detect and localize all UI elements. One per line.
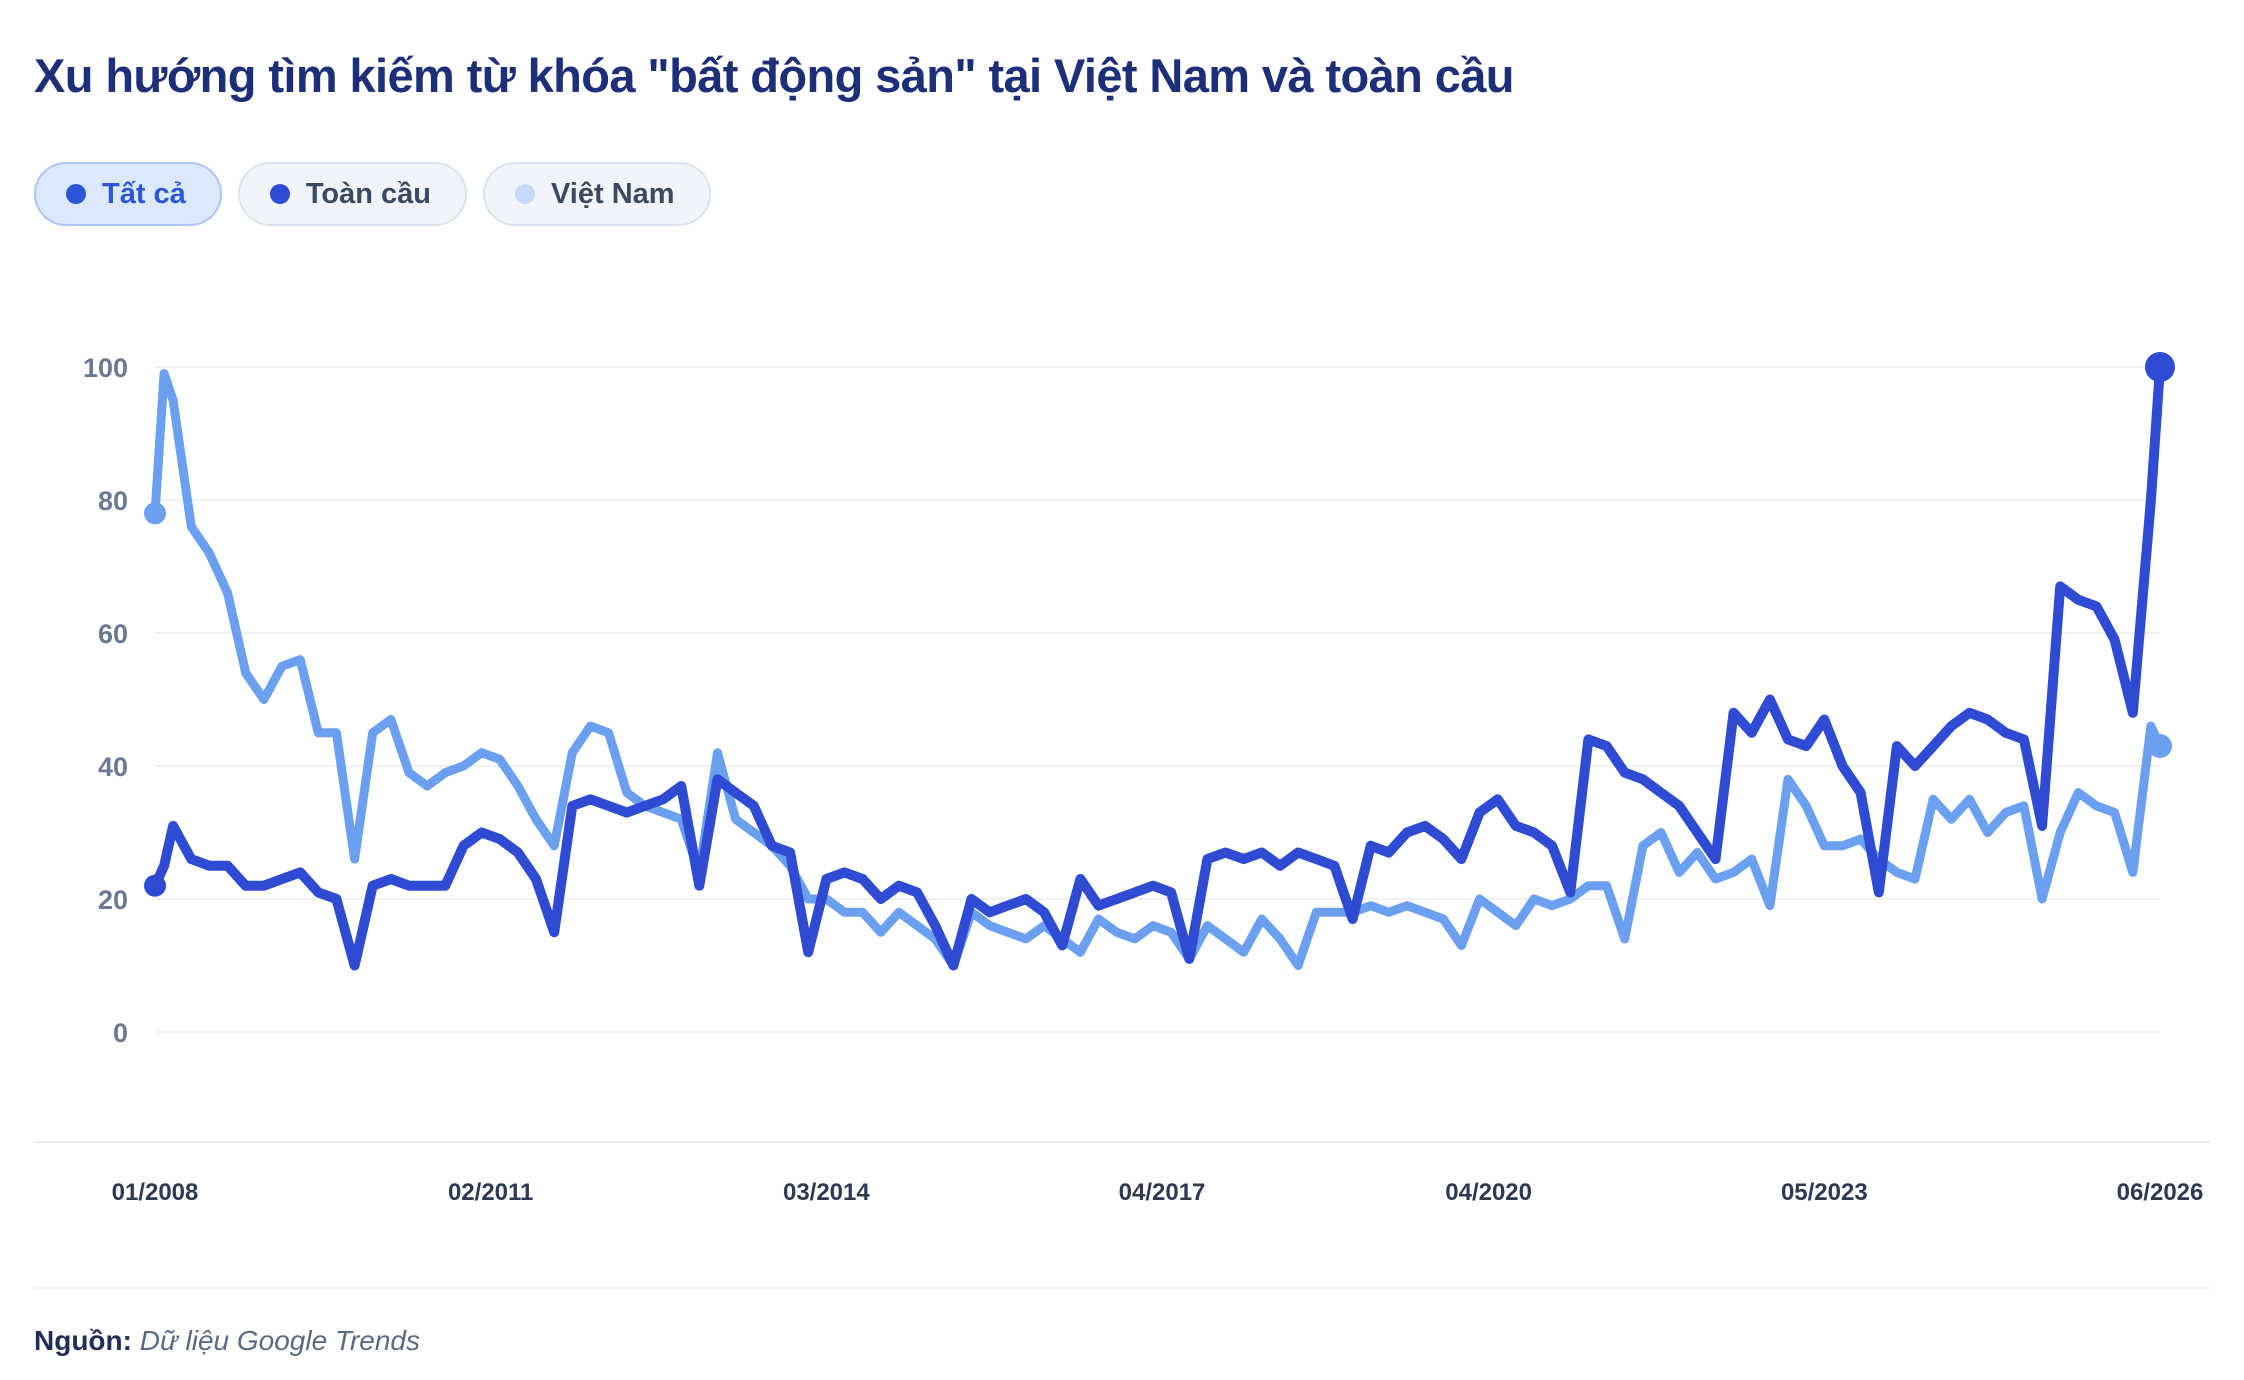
filter-all-dot-icon [66, 184, 86, 204]
y-tick-label: 100 [83, 353, 128, 383]
y-axis-ticks: 0 20 40 60 80 100 [83, 353, 128, 1048]
x-tick-label: 03/2014 [783, 1179, 870, 1206]
footer-divider [34, 1287, 2210, 1289]
y-tick-label: 0 [113, 1018, 128, 1048]
x-tick-label: 01/2008 [112, 1179, 199, 1206]
source-label: Nguồn: [34, 1325, 132, 1356]
filter-global-dot-icon [269, 184, 290, 204]
series-end-point[interactable] [2148, 734, 2172, 759]
x-tick-label: 04/2020 [1445, 1179, 1532, 1206]
filter-all-button[interactable]: Tất cả [34, 162, 222, 226]
x-tick-label: 06/2026 [2117, 1179, 2204, 1206]
filter-vietnam-dot-icon [514, 184, 535, 204]
filter-global-label: Toàn cầu [305, 177, 431, 210]
series-filter-group: Tất cả Toàn cầu Việt Nam [34, 162, 711, 226]
source-text: Dữ liệu Google Trends [139, 1325, 420, 1356]
series-lines [144, 352, 2175, 971]
y-tick-label: 60 [98, 619, 128, 649]
series-end-point[interactable] [2145, 352, 2175, 382]
x-tick-label: 04/2017 [1119, 1179, 1206, 1206]
filter-all-label: Tất cả [102, 177, 186, 210]
filter-vietnam-button[interactable]: Việt Nam [482, 162, 711, 226]
filter-vietnam-label: Việt Nam [550, 177, 675, 210]
x-tick-label: 02/2011 [448, 1179, 533, 1206]
source-note: Nguồn: Dữ liệu Google Trends [34, 1325, 420, 1357]
series-start-point [144, 502, 166, 525]
x-axis-ticks: 01/2008 02/2011 03/2014 04/2017 04/2020 05/20… [112, 1179, 2204, 1206]
y-tick-label: 20 [98, 885, 128, 915]
y-tick-label: 80 [98, 486, 128, 516]
series-line-global [150, 362, 2165, 971]
y-tick-label: 40 [98, 752, 128, 782]
series-line-vietnam [150, 369, 2165, 970]
line-chart: 0 20 40 60 80 100 01/2008 02/2011 03/2014 04/201… [34, 352, 2210, 1206]
filter-global-button[interactable]: Toàn cầu [237, 162, 467, 226]
series-start-point [144, 874, 166, 897]
x-tick-label: 05/2023 [1781, 1179, 1868, 1206]
chart-title: Xu hướng tìm kiếm từ khóa "bất động sản"… [34, 49, 1515, 102]
gridlines [155, 366, 2160, 1033]
